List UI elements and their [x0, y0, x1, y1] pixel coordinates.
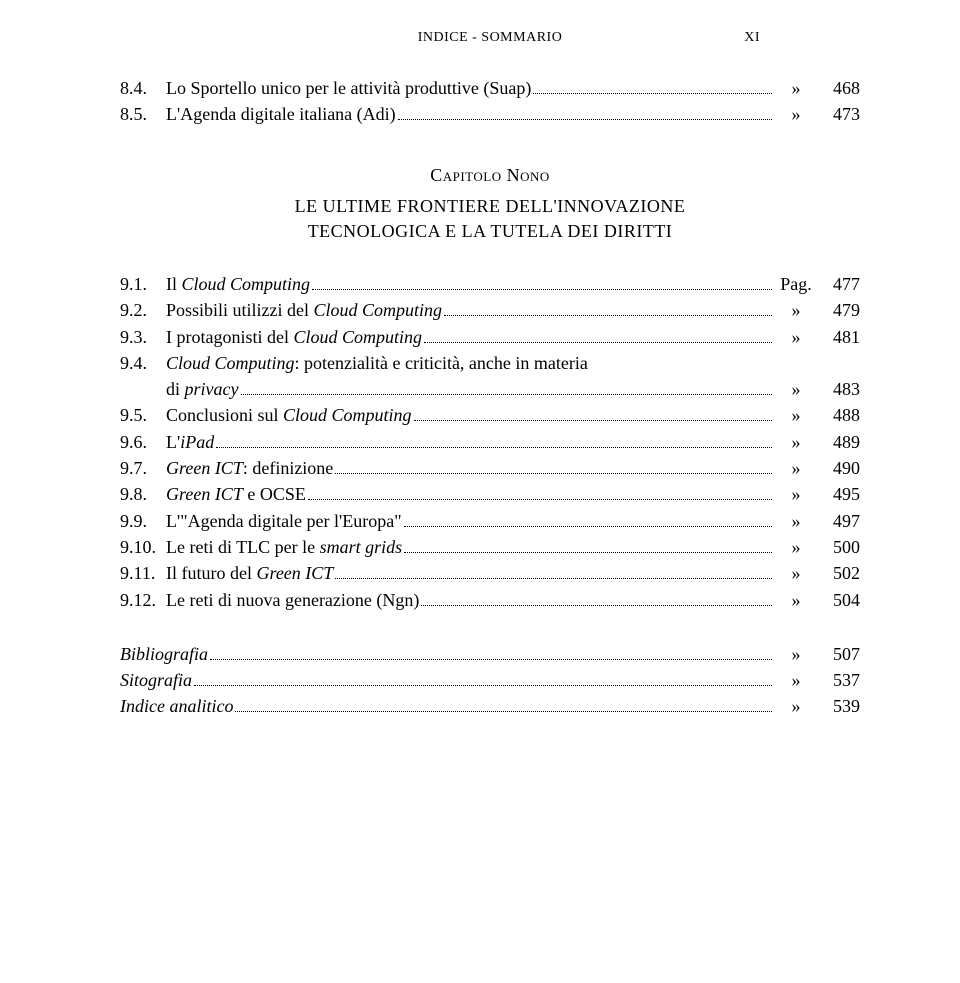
entry-page: 539 [816, 694, 860, 718]
entry-symbol: » [776, 642, 816, 666]
entry-page: 507 [816, 642, 860, 666]
leader-dots [216, 432, 772, 447]
entry-label: 9.2.Possibili utilizzi del Cloud Computi… [120, 298, 442, 322]
leader-dots [424, 327, 772, 342]
chapter-title-line: TECNOLOGICA E LA TUTELA DEI DIRITTI [120, 219, 860, 244]
entry-page: 473 [816, 102, 860, 126]
leader-dots [241, 380, 773, 395]
entry-label-continued: di privacy [120, 377, 239, 401]
chapter-title-line: LE ULTIME FRONTIERE DELL'INNOVAZIONE [120, 194, 860, 219]
entry-label: 9.6.L'iPad [120, 430, 214, 454]
entry-page: 497 [816, 509, 860, 533]
entry-page: 495 [816, 482, 860, 506]
toc-entry: 9.6.L'iPad » 489 [120, 430, 860, 454]
toc-entry: 9.11.Il futuro del Green ICT » 502 [120, 561, 860, 585]
chapter-label: Capitolo Nono [120, 165, 860, 186]
entry-symbol: » [776, 482, 816, 506]
toc-entry: 9.7.Green ICT: definizione » 490 [120, 456, 860, 480]
page-container: INDICE - SOMMARIO XI 8.4.Lo Sportello un… [0, 0, 960, 761]
entry-symbol: » [776, 456, 816, 480]
entry-symbol: » [776, 561, 816, 585]
entry-page: 504 [816, 588, 860, 612]
chapter-heading: Capitolo Nono LE ULTIME FRONTIERE DELL'I… [120, 165, 860, 244]
entry-page: 483 [816, 377, 860, 401]
leader-dots [235, 697, 772, 712]
toc-entry: 9.8.Green ICT e OCSE » 495 [120, 482, 860, 506]
leader-dots [335, 564, 772, 579]
entry-symbol: » [776, 430, 816, 454]
entry-symbol: Pag. [776, 272, 816, 296]
entry-label: Bibliografia [120, 642, 208, 666]
entry-symbol: » [776, 509, 816, 533]
toc-entry: 9.3.I protagonisti del Cloud Computing »… [120, 325, 860, 349]
entry-label: 9.8.Green ICT e OCSE [120, 482, 306, 506]
entry-symbol: » [776, 694, 816, 718]
toc-entry: Bibliografia » 507 [120, 642, 860, 666]
entry-page: 477 [816, 272, 860, 296]
leader-dots [404, 538, 772, 553]
entry-page: 468 [816, 76, 860, 100]
leader-dots [404, 511, 772, 526]
entry-label: 9.5.Conclusioni sul Cloud Computing [120, 403, 412, 427]
toc-entry: 9.9.L'"Agenda digitale per l'Europa" » 4… [120, 509, 860, 533]
entry-page: 481 [816, 325, 860, 349]
leader-dots [308, 485, 772, 500]
entry-symbol: » [776, 325, 816, 349]
entry-label: 9.7.Green ICT: definizione [120, 456, 333, 480]
toc-entry: 9.5.Conclusioni sul Cloud Computing » 48… [120, 403, 860, 427]
entry-label: 9.10.Le reti di TLC per le smart grids [120, 535, 402, 559]
header-page-marker: XI [744, 30, 760, 46]
entry-symbol: » [776, 588, 816, 612]
entry-label: 9.9.L'"Agenda digitale per l'Europa" [120, 509, 402, 533]
entry-symbol: » [776, 535, 816, 559]
entry-symbol: » [776, 298, 816, 322]
entry-page: 500 [816, 535, 860, 559]
leader-dots [444, 301, 772, 316]
entry-label: 8.4.Lo Sportello unico per le attività p… [120, 76, 531, 100]
toc-entry: 9.2.Possibili utilizzi del Cloud Computi… [120, 298, 860, 322]
running-header: INDICE - SOMMARIO XI [120, 30, 860, 46]
leader-dots [421, 590, 772, 605]
leader-dots [414, 406, 772, 421]
entry-symbol: » [776, 403, 816, 427]
toc-entry: Sitografia » 537 [120, 668, 860, 692]
entry-label: 9.3.I protagonisti del Cloud Computing [120, 325, 422, 349]
entry-page: 488 [816, 403, 860, 427]
entry-page: 479 [816, 298, 860, 322]
leader-dots [398, 105, 772, 120]
leader-dots [533, 79, 772, 94]
toc-entry: Indice analitico » 539 [120, 694, 860, 718]
leader-dots [335, 459, 772, 474]
entry-page: 537 [816, 668, 860, 692]
entry-label: Sitografia [120, 668, 192, 692]
entry-symbol: » [776, 377, 816, 401]
entry-page: 490 [816, 456, 860, 480]
entry-page: 502 [816, 561, 860, 585]
toc-entry: 9.1.Il Cloud Computing Pag. 477 [120, 272, 860, 296]
toc-entry: 9.10.Le reti di TLC per le smart grids »… [120, 535, 860, 559]
entry-label: Indice analitico [120, 694, 233, 718]
toc-entry: 8.4.Lo Sportello unico per le attività p… [120, 76, 860, 100]
entry-page: 489 [816, 430, 860, 454]
leader-dots [194, 671, 772, 686]
leader-dots [210, 644, 772, 659]
entry-label: 9.12.Le reti di nuova generazione (Ngn) [120, 588, 419, 612]
leader-dots [312, 275, 772, 290]
entry-label: 9.4.Cloud Computing: potenzialità e crit… [120, 351, 588, 375]
entry-label: 8.5.L'Agenda digitale italiana (Adi) [120, 102, 396, 126]
toc-entry: 8.5.L'Agenda digitale italiana (Adi) » 4… [120, 102, 860, 126]
entry-symbol: » [776, 668, 816, 692]
entry-symbol: » [776, 76, 816, 100]
entry-label: 9.1.Il Cloud Computing [120, 272, 310, 296]
entry-label: 9.11.Il futuro del Green ICT [120, 561, 333, 585]
entry-symbol: » [776, 102, 816, 126]
header-title: INDICE - SOMMARIO [418, 30, 563, 46]
toc-entry: 9.12.Le reti di nuova generazione (Ngn) … [120, 588, 860, 612]
toc-entry: 9.4.Cloud Computing: potenzialità e crit… [120, 351, 860, 402]
back-matter: Bibliografia » 507 Sitografia » 537 Indi… [120, 642, 860, 719]
